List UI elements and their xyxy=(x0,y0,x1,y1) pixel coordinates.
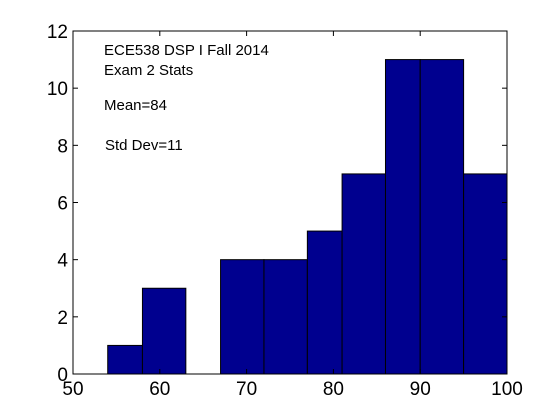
histogram-bar-7 xyxy=(384,59,421,375)
x-tick-label-2: 70 xyxy=(236,379,257,400)
bars-group xyxy=(107,59,508,375)
histogram-bar-3 xyxy=(220,259,265,375)
histogram-bar-0 xyxy=(107,344,143,375)
histogram-bar-5 xyxy=(306,230,343,375)
histogram-bar-4 xyxy=(263,259,308,375)
y-tick-label-0: 0 xyxy=(57,365,68,386)
y-tick-label-4: 8 xyxy=(57,136,68,157)
y-tick-label-5: 10 xyxy=(47,79,68,100)
annotation-text-3: Std Dev=11 xyxy=(105,137,183,154)
ticks-group: 50 60 70 80 90 100 0 2 4 6 8 10 12 xyxy=(47,22,523,400)
y-tick-label-6: 12 xyxy=(47,22,68,43)
histogram-bar-9 xyxy=(463,173,508,375)
histogram-bar-1 xyxy=(141,287,187,375)
histogram-bar-8 xyxy=(419,59,465,375)
annotation-text-2: Mean=84 xyxy=(104,97,167,114)
x-tick-label-1: 60 xyxy=(149,379,170,400)
x-tick-label-0: 50 xyxy=(62,379,83,400)
annotation-text-1: Exam 2 Stats xyxy=(104,62,193,79)
x-tick-label-5: 100 xyxy=(491,379,523,400)
histogram-bar-6 xyxy=(341,173,386,375)
annotations-group: ECE538 DSP I Fall 2014 Exam 2 Stats Mean=8… xyxy=(104,42,269,154)
x-tick-label-4: 90 xyxy=(410,379,431,400)
y-tick-label-2: 4 xyxy=(57,251,68,272)
y-tick-label-1: 2 xyxy=(57,308,68,329)
annotation-text-0: ECE538 DSP I Fall 2014 xyxy=(104,42,269,59)
x-tick-label-3: 80 xyxy=(323,379,344,400)
y-tick-label-3: 6 xyxy=(57,194,68,215)
